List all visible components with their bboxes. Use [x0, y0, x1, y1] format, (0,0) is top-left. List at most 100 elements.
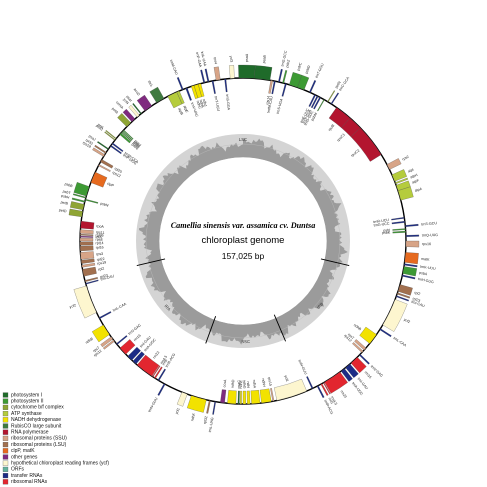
- gene-label: cemA: [115, 100, 125, 110]
- gene-label: matK: [421, 257, 430, 262]
- gene-block: [354, 339, 367, 351]
- gene-label: psbN: [100, 202, 110, 208]
- gene-block: [85, 279, 99, 285]
- legend-swatch: [2, 411, 9, 417]
- gene-block: [176, 391, 188, 407]
- gene-label: trnS-UGA: [276, 98, 284, 115]
- gene-label: psbB: [64, 182, 74, 188]
- gene-label: ndhH: [261, 378, 266, 387]
- gene-label: rpl36: [96, 233, 104, 237]
- gene-label: trnL-CAA: [392, 336, 407, 348]
- genome-title: Camellia sinensis var. assamica cv. Dunt…: [171, 221, 316, 230]
- gene-block: [270, 388, 275, 402]
- gene-block: [330, 92, 340, 105]
- gene-label: ycf2: [69, 303, 77, 309]
- gene-block: [340, 368, 353, 382]
- gene-block: [240, 390, 242, 405]
- gene-label: petL: [97, 123, 105, 131]
- gene-block: [132, 103, 142, 115]
- gene-label: psaC: [237, 380, 241, 389]
- gene-label: rrn5: [161, 359, 168, 367]
- gene-label: trnL-CAA: [112, 302, 127, 313]
- gene-label: rps18: [82, 141, 92, 149]
- gene-label: petN: [334, 80, 342, 89]
- gene-block: [405, 240, 420, 248]
- gene-block: [309, 80, 317, 93]
- gene-block: [211, 80, 216, 94]
- gene-block: [401, 274, 416, 280]
- gene-label: psbE: [131, 142, 140, 151]
- gene-label: psbA: [419, 271, 428, 277]
- legend-label: NADH dehydrogenase: [11, 417, 61, 423]
- gene-block: [85, 198, 99, 204]
- gene-label: ndhD: [231, 379, 236, 388]
- legend-label: cytochrome b/f complex: [11, 405, 64, 411]
- gene-block: [103, 339, 115, 350]
- gene-block: [91, 324, 110, 343]
- legend-swatch: [2, 466, 9, 472]
- gene-block: [136, 94, 153, 111]
- gene-label: trnI-CAU: [411, 300, 426, 309]
- gene-label: rpl23: [412, 297, 421, 303]
- legend-swatch: [2, 404, 9, 410]
- gene-block: [246, 390, 251, 405]
- region-boundary: [205, 316, 217, 344]
- gene-block: [116, 335, 128, 345]
- gene-block: [242, 390, 246, 405]
- gene-block: [316, 385, 325, 398]
- gene-label: rps15: [267, 377, 273, 387]
- legend-swatch: [2, 398, 9, 404]
- gene-block: [379, 328, 392, 338]
- gene-block: [396, 295, 409, 302]
- gc-midline: [145, 143, 341, 339]
- gene-label: ycf2: [403, 318, 411, 324]
- gene-block: [80, 229, 94, 235]
- gene-block: [391, 217, 405, 221]
- legend-label: photosystem I: [11, 392, 42, 398]
- region-label: LSC: [239, 137, 247, 142]
- legend-swatch: [2, 460, 9, 466]
- gene-block: [98, 311, 112, 319]
- gene-label: trnV-UAC: [190, 102, 199, 118]
- gene-label: petD: [59, 208, 68, 213]
- gene-label: rps4: [213, 57, 218, 65]
- gene-label: ndhK: [199, 99, 205, 109]
- gene-block: [80, 251, 95, 260]
- gene-label: psbI: [383, 228, 390, 232]
- gene-block: [98, 164, 111, 172]
- gene-block: [317, 99, 325, 112]
- legend-label: photosystem II: [11, 399, 44, 405]
- gene-block: [111, 142, 124, 152]
- gene-label: psbM: [310, 112, 318, 122]
- gene-block: [320, 383, 329, 396]
- legend-label: ribosomal proteins (SSU): [11, 436, 67, 442]
- gene-label: trnL-UAA: [200, 51, 207, 67]
- gene-label: psbH: [61, 194, 70, 200]
- gene-label: ycf1: [175, 407, 181, 415]
- gene-block: [352, 342, 364, 353]
- gene-label: trnN-GUU: [297, 359, 308, 376]
- gene-label: trnE-UUC: [300, 107, 311, 123]
- gene-block: [386, 158, 402, 170]
- gene-label: psbC: [296, 62, 303, 72]
- gene-label: rrn23: [152, 350, 160, 359]
- gene-label: rps12: [343, 334, 352, 343]
- gene-label: rps14: [265, 95, 271, 105]
- gene-label: trnR-ACG: [165, 352, 177, 368]
- gene-label: trnF-GAA: [195, 52, 203, 68]
- gene-label: ndhF: [190, 412, 196, 422]
- center-disk: [158, 156, 328, 326]
- gene-block: [167, 91, 183, 109]
- gene-block: [92, 147, 105, 157]
- legend-swatch: [2, 454, 9, 460]
- gene-block: [324, 371, 348, 394]
- gene-label: rrn16: [364, 371, 373, 380]
- gene-block: [157, 368, 166, 381]
- gene-label: trnR-UCU: [373, 218, 390, 224]
- gene-block: [104, 131, 116, 141]
- gene-label: trnR-ACG: [323, 399, 334, 415]
- gene-block: [404, 252, 419, 265]
- gene-block: [341, 117, 361, 137]
- gene-label: atpH: [410, 173, 419, 180]
